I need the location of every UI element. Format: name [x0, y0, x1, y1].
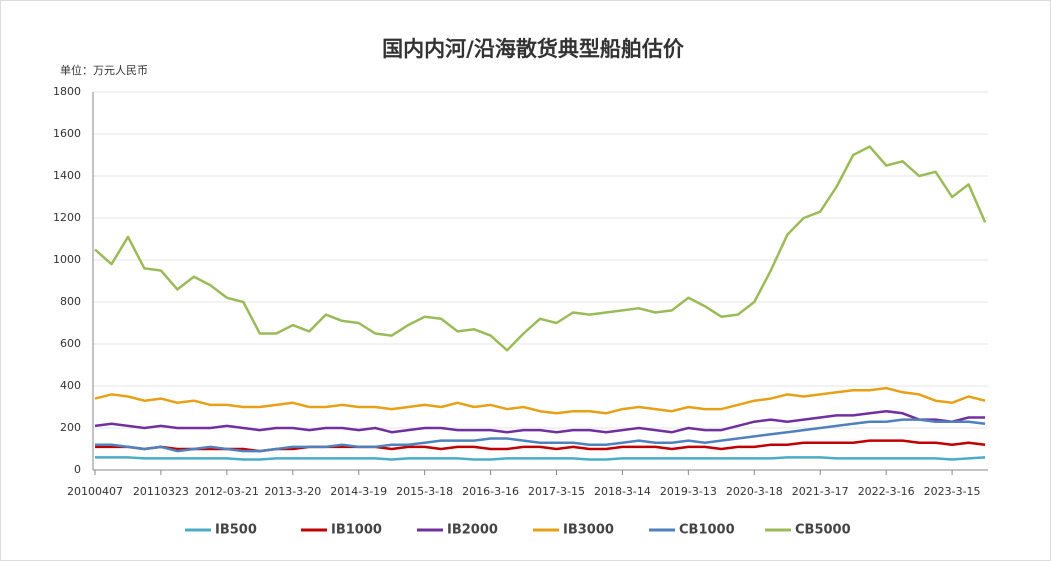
x-tick-label: 2020-3-18: [726, 485, 783, 498]
x-tick-label: 2012-03-21: [195, 485, 259, 498]
series-line: [94, 409, 986, 434]
y-tick-label: 400: [60, 379, 81, 392]
x-tick-label: 20110323: [133, 485, 189, 498]
series-line: [95, 418, 986, 453]
x-tick-label: 2023-3-15: [924, 485, 981, 498]
y-tick-label: 1000: [53, 253, 81, 266]
x-tick-label: 20100407: [67, 485, 123, 498]
series-line: [95, 456, 986, 461]
y-tick-label: 200: [60, 421, 81, 434]
x-tick-label: 2016-3-16: [462, 485, 519, 498]
x-tick-label: 2015-3-18: [396, 485, 453, 498]
series-line: [94, 386, 986, 415]
y-tick-label: 1400: [53, 169, 81, 182]
legend-label: IB500: [215, 523, 257, 538]
y-tick-label: 0: [74, 463, 81, 476]
series-line: [94, 145, 987, 352]
legend-label: IB3000: [563, 523, 614, 538]
chart-title: 国内内河/沿海散货典型船舶估价: [382, 37, 685, 61]
series-line: [95, 439, 986, 453]
legend-label: CB1000: [679, 523, 735, 538]
y-tick-label: 800: [60, 295, 81, 308]
legend-label: CB5000: [795, 523, 851, 538]
y-tick-label: 1800: [53, 85, 81, 98]
y-tick-label: 1200: [53, 211, 81, 224]
x-tick-label: 2017-3-15: [528, 485, 585, 498]
unit-label: 单位：万元人民币: [60, 63, 148, 77]
x-tick-label: 2013-3-20: [264, 485, 321, 498]
x-tick-label: 2022-3-16: [858, 485, 915, 498]
legend-label: IB2000: [447, 523, 498, 538]
legend-label: IB1000: [331, 523, 382, 538]
x-tick-label: 2018-3-14: [594, 485, 651, 498]
x-tick-label: 2019-3-13: [660, 485, 717, 498]
x-tick-label: 2014-3-19: [330, 485, 387, 498]
y-tick-label: 600: [60, 337, 81, 350]
x-tick-label: 2021-3-17: [792, 485, 849, 498]
y-tick-label: 1600: [53, 127, 81, 140]
